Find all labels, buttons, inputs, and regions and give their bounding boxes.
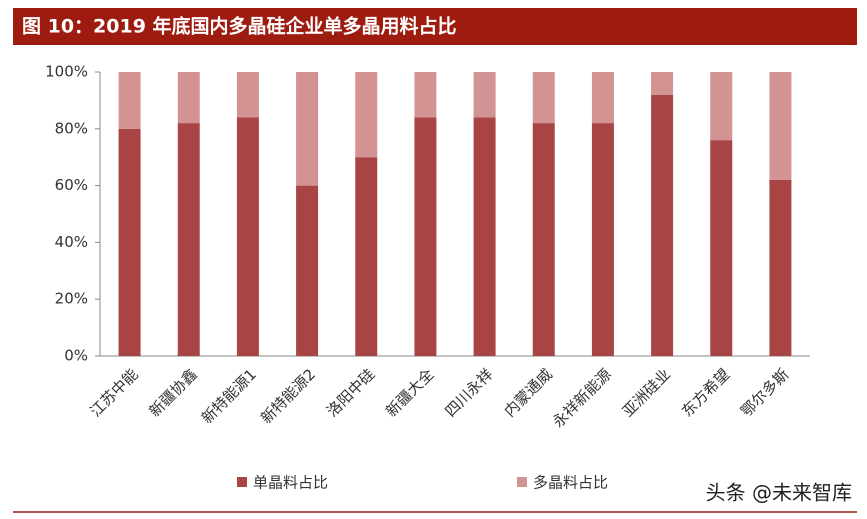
bar-segment: [651, 72, 674, 95]
bar-segment: [177, 123, 200, 357]
x-tick-label: 洛阳中硅: [323, 365, 378, 420]
bar-segment: [414, 117, 437, 356]
x-tick-label: 四川永祥: [441, 365, 496, 420]
legend-swatch: [237, 477, 247, 487]
bar-segment: [296, 72, 319, 186]
x-tick-label: 鄂尔多斯: [737, 365, 792, 420]
bar-segment: [769, 72, 792, 180]
bar-segment: [591, 123, 614, 357]
y-tick-label: 20%: [55, 290, 88, 308]
title-bar: [13, 8, 857, 45]
x-tick-label: 江苏中能: [86, 365, 141, 420]
bar-segment: [769, 179, 792, 356]
bar-segment: [296, 185, 319, 356]
bar-segment: [414, 72, 437, 118]
legend-label: 多晶料占比: [533, 474, 608, 492]
x-tick-label: 新特能源2: [257, 365, 319, 427]
bar-segment: [236, 117, 259, 356]
y-tick-label: 60%: [55, 176, 88, 194]
legend-swatch: [517, 477, 527, 487]
bar-segment: [532, 72, 555, 124]
bar-segment: [591, 72, 614, 124]
bar-segment: [118, 72, 141, 129]
x-tick-label: 亚洲硅业: [619, 365, 674, 420]
y-tick-label: 80%: [55, 119, 88, 137]
chart-title: 图 10：2019 年底国内多晶硅企业单多晶用料占比: [22, 15, 457, 38]
bar-segment: [177, 72, 200, 124]
bar-segment: [651, 94, 674, 356]
y-tick-label: 100%: [45, 63, 88, 81]
bar-segment: [473, 72, 496, 118]
bar-segment: [473, 117, 496, 356]
y-tick-label: 0%: [64, 347, 88, 365]
bar-segment: [355, 72, 378, 158]
x-tick-label: 永祥新能源: [549, 365, 615, 431]
bar-segment: [236, 72, 259, 118]
x-tick-label: 东方希望: [678, 365, 733, 420]
bar-segment: [355, 157, 378, 356]
x-tick-label: 内蒙通威: [501, 365, 556, 420]
x-tick-label: 新疆协鑫: [146, 365, 201, 420]
x-tick-label: 新特能源1: [198, 365, 260, 427]
y-tick-label: 40%: [55, 233, 88, 251]
x-tick-label: 新疆大全: [382, 365, 437, 420]
bar-segment: [532, 123, 555, 357]
bar-segment: [710, 72, 733, 141]
watermark: 头条 @未来智库: [706, 481, 852, 505]
bar-segment: [118, 128, 141, 356]
bar-segment: [710, 140, 733, 356]
legend-label: 单晶料占比: [253, 474, 328, 492]
